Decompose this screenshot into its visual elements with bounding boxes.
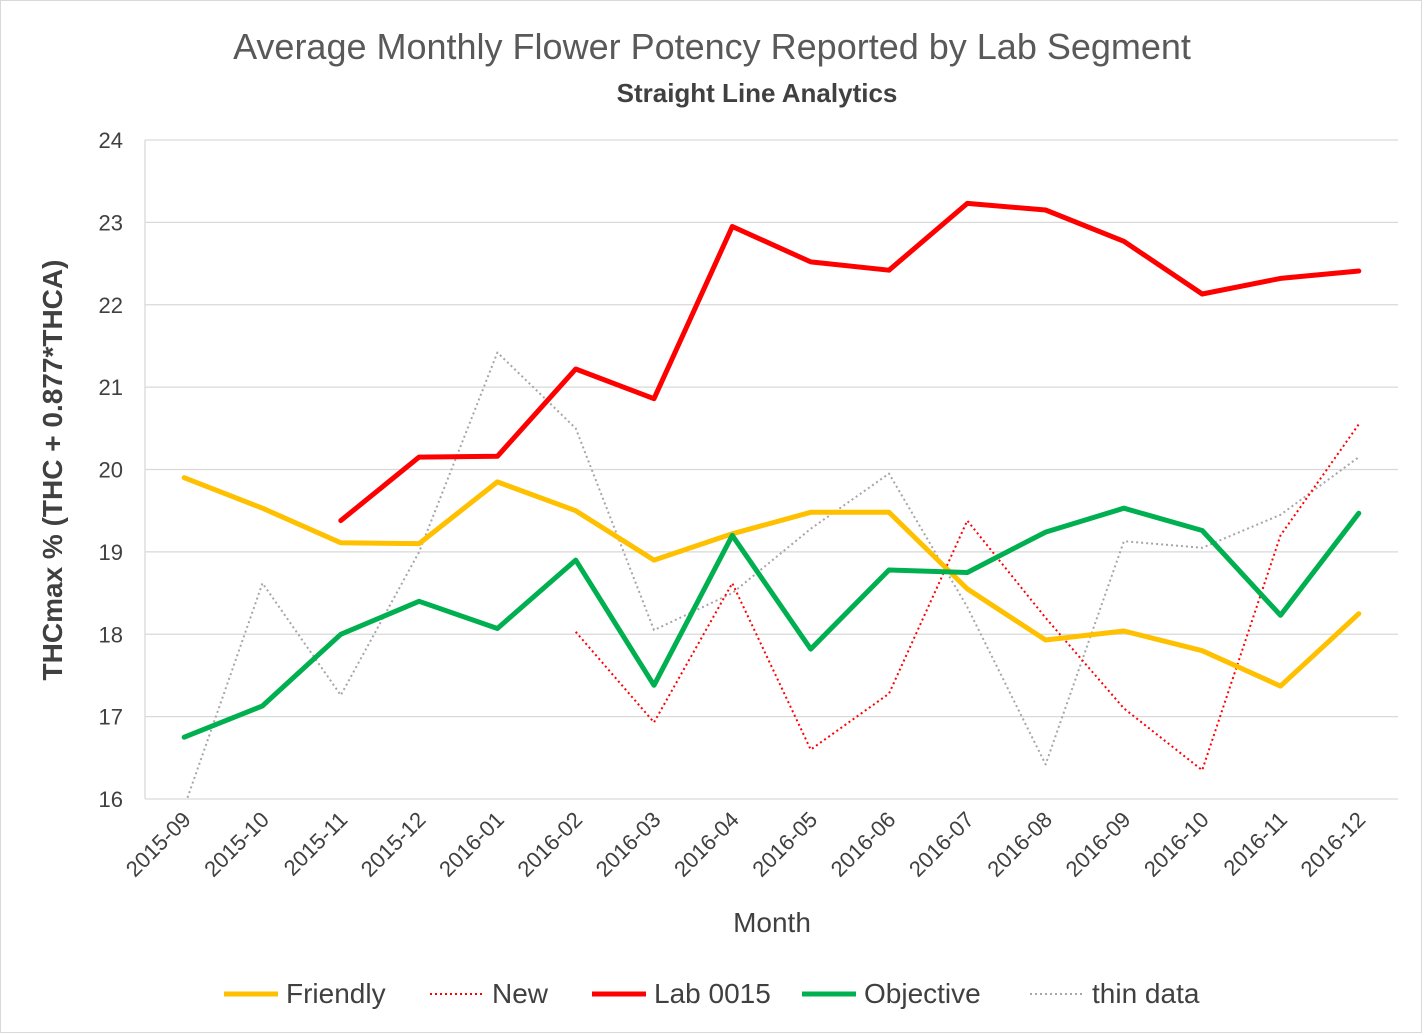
x-tick-label: 2016-08 [982,807,1057,882]
legend-swatch [1030,993,1084,995]
chart-subtitle: Straight Line Analytics [616,78,898,108]
series-line-new [574,423,1360,772]
legend-swatch [224,991,278,997]
legend-label: Lab 0015 [654,978,771,1009]
x-tick-label: 2016-09 [1061,807,1136,882]
legend-item: Lab 0015 [590,972,771,1016]
x-tick-label: 2016-12 [1296,807,1371,882]
series-lines [181,200,1362,799]
y-tick-label: 17 [99,705,123,730]
chart-title: Average Monthly Flower Potency Reported … [233,26,1191,67]
legend-label: thin data [1092,978,1200,1009]
legend-label: Objective [864,978,981,1009]
y-tick-label: 21 [99,375,123,400]
y-axis-title: THCmax % (THC + 0.877*THCA) [37,260,68,681]
x-tick-label: 2015-12 [356,807,431,882]
legend-item: thin data [1028,972,1199,1016]
x-tick-label: 2015-09 [121,807,196,882]
x-tick-label: 2016-04 [669,807,744,882]
x-tick-label: 2016-02 [512,807,587,882]
x-tick-label: 2016-05 [747,807,822,882]
legend-item: New [428,972,548,1016]
y-tick-label: 22 [99,293,123,318]
series-line-objective [181,505,1362,740]
x-axis-title: Month [733,907,811,938]
legend-swatch [802,991,856,997]
legend-swatch [430,993,484,995]
gridlines [144,139,1398,800]
x-tick-label: 2016-01 [434,807,509,882]
legend-item: Friendly [222,972,386,1016]
x-tick-label: 2016-06 [826,807,901,882]
y-tick-label: 19 [99,540,123,565]
legend-item: Objective [800,972,981,1016]
series-line-thin-data [186,351,1360,799]
legend-swatch [592,991,646,997]
y-tick-label: 18 [99,622,123,647]
y-tick-labels: 16 17 18 19 20 21 22 23 24 [99,128,123,812]
x-tick-label: 2016-07 [904,807,979,882]
series-line-lab-0015 [338,200,1362,524]
y-tick-label: 23 [99,210,123,235]
x-tick-label: 2016-11 [1218,807,1292,881]
legend-label: New [492,978,549,1009]
x-tick-label: 2015-10 [199,807,274,882]
x-tick-label: 2016-03 [591,807,666,882]
y-tick-label: 24 [99,128,123,153]
series-line-friendly [181,475,1362,689]
y-tick-label: 20 [99,458,123,483]
x-tick-labels: 2015-09 2015-10 2015-11 2015-12 2016-01 2016-… [121,807,1370,882]
x-tick-label: 2016-10 [1139,807,1214,882]
x-tick-label: 2015-11 [279,807,353,881]
chart-legend: Friendly New Lab 0015 Objective thin data [0,972,1424,1016]
y-tick-label: 16 [99,787,123,812]
legend-label: Friendly [286,978,386,1009]
